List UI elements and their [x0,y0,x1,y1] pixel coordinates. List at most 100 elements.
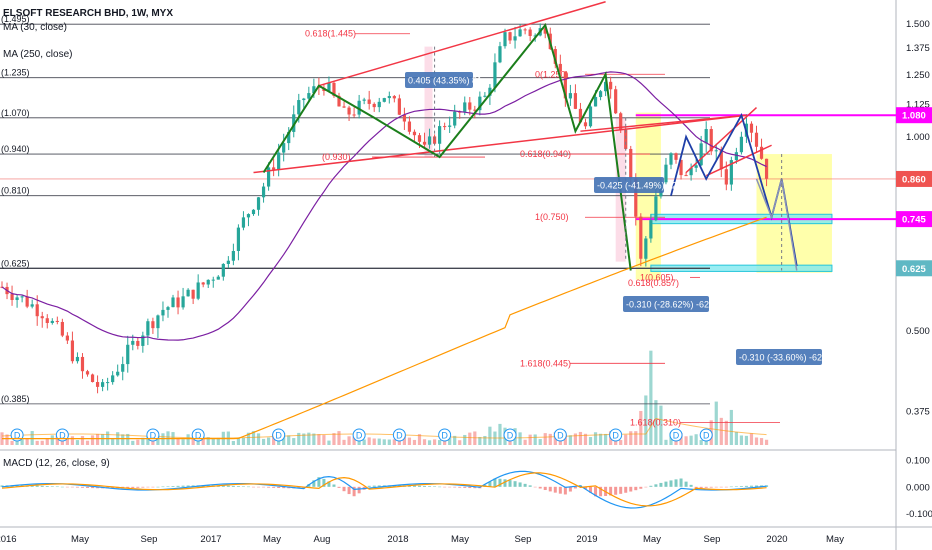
macd-histogram-bar [709,486,713,488]
macd-histogram-bar [563,486,567,495]
volume-bar [729,409,733,445]
time-tick-label: May [263,534,281,545]
legend-macd[interactable]: MACD (12, 26, close, 9) [3,458,110,469]
macd-histogram-bar [277,486,281,488]
wedge-lower [705,144,772,177]
macd-histogram-bar [498,478,502,487]
measure-box [623,296,709,312]
volume-bar [236,437,241,445]
volume-bar [417,434,422,445]
dividend-marker [191,428,205,442]
candle-body [362,99,366,101]
candle-body [588,106,593,127]
measure-label: -0.425 (-41.49%) 62 [597,181,677,191]
candle-body [332,82,336,96]
macd-histogram-bar [583,486,587,490]
candle-body [90,374,95,383]
candle-body [146,321,150,336]
macd-histogram-bar [503,479,507,487]
candle-body [453,111,457,126]
macd-histogram-bar [528,485,532,487]
macd-histogram-bar [423,485,427,487]
macd-histogram-bar [644,486,648,488]
candle-body [131,340,135,345]
macd-histogram-bar [558,486,562,494]
candle-body [694,165,698,168]
volume-bar [453,435,457,445]
channel-upper [318,1,606,87]
volume-bar [382,439,386,445]
macd-histogram-bar [684,481,688,487]
macd-histogram-bar [236,486,240,487]
candle-body [166,307,170,310]
macd-histogram-bar [548,486,552,492]
candle-body [619,113,623,130]
macd-histogram-bar [221,485,225,487]
volume-bar [498,423,502,445]
support-label: (0.810) [1,186,30,196]
volume-bar [588,437,593,445]
macd-histogram-bar [40,485,44,487]
macd-histogram-bar [176,485,180,487]
macd-histogram-bar [755,485,758,487]
macd-histogram-bar [231,485,235,487]
time-tick-label: 2017 [200,534,221,545]
candle-body [352,114,356,116]
fib-label: 1(0.605) [640,272,674,282]
volume-bar [749,433,754,445]
fib-label: (0.930) [322,152,351,162]
volume-bar [101,434,105,445]
price-tick-label: 0.500 [906,326,930,337]
volume-bar [407,437,412,445]
candle-body [719,150,723,170]
macd-histogram-bar [463,486,467,488]
volume-bar [694,434,698,445]
candle-body [397,98,401,115]
dividend-marker-label: D [356,431,363,441]
candle-body [25,296,29,307]
volume-bar [764,439,769,445]
candle-body [35,304,39,317]
macd-histogram-bar [35,485,39,487]
volume-bar [714,401,718,445]
dividend-marker-label: D [557,431,564,441]
dividend-marker-label: D [396,431,403,441]
volume-bar [744,435,749,445]
candle-body [478,96,482,111]
volume-bar [377,438,381,445]
volume-bar [111,437,115,445]
volume-bar [186,434,190,445]
dividend-marker-label: D [507,431,514,441]
legend-ma30[interactable]: MA (30, close) [3,22,67,33]
measure-box [594,177,664,193]
candle-body [236,227,241,251]
macd-histogram-bar [543,486,547,491]
legend-ma250[interactable]: MA (250, close) [3,49,73,60]
candle-body [287,131,291,144]
candle-body [206,279,210,285]
volume-bar [292,438,296,445]
dividend-marker [392,428,406,442]
volume-bar [146,435,150,445]
measure-label: 0.405 (43.35%) 81 [408,76,482,86]
support-label: (0.625) [1,258,30,268]
legend: ELSOFT RESEARCH BHD, 1W, MYX MA (30, clo… [3,7,173,62]
candle-body [282,143,286,153]
volume-bar [734,431,738,445]
macd-histogram-bar [649,485,653,487]
fib-label: 1.618(0.445) [520,358,571,368]
volume-bar [50,435,54,445]
candle-body [65,335,69,341]
volume-bar [256,433,261,445]
volume-bar [272,433,276,445]
volume-bar [317,434,321,445]
dividend-marker-label: D [275,431,282,441]
volume-bar [55,434,59,445]
volume-bar [181,439,185,445]
macd-tick-label: -0.100 [906,509,932,520]
volume-bar [191,438,195,445]
candle-body [106,382,110,384]
candle-body [95,382,100,387]
